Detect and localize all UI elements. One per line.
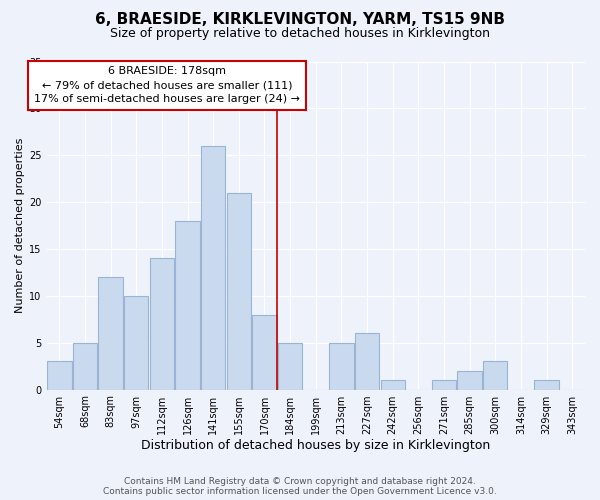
Bar: [355, 334, 379, 390]
Text: 6 BRAESIDE: 178sqm
← 79% of detached houses are smaller (111)
17% of semi-detach: 6 BRAESIDE: 178sqm ← 79% of detached hou…: [34, 66, 300, 104]
Bar: [432, 380, 456, 390]
Text: Size of property relative to detached houses in Kirklevington: Size of property relative to detached ho…: [110, 28, 490, 40]
Bar: [98, 277, 123, 390]
Bar: [483, 362, 508, 390]
Bar: [124, 296, 148, 390]
X-axis label: Distribution of detached houses by size in Kirklevington: Distribution of detached houses by size …: [141, 440, 490, 452]
Text: Contains HM Land Registry data © Crown copyright and database right 2024.
Contai: Contains HM Land Registry data © Crown c…: [103, 476, 497, 496]
Bar: [329, 342, 353, 390]
Bar: [278, 342, 302, 390]
Bar: [457, 371, 482, 390]
Bar: [73, 342, 97, 390]
Bar: [150, 258, 174, 390]
Bar: [47, 362, 71, 390]
Bar: [535, 380, 559, 390]
Bar: [253, 314, 277, 390]
Text: 6, BRAESIDE, KIRKLEVINGTON, YARM, TS15 9NB: 6, BRAESIDE, KIRKLEVINGTON, YARM, TS15 9…: [95, 12, 505, 28]
Bar: [380, 380, 405, 390]
Bar: [175, 221, 200, 390]
Bar: [201, 146, 226, 390]
Y-axis label: Number of detached properties: Number of detached properties: [15, 138, 25, 313]
Bar: [227, 192, 251, 390]
